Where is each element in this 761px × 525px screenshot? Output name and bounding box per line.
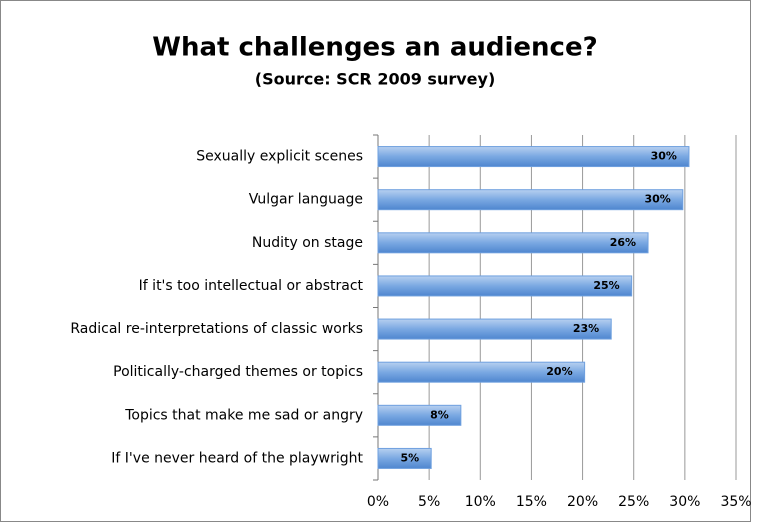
data-label: 20%: [546, 365, 572, 378]
y-tick-label: If I've never heard of the playwright: [111, 450, 363, 466]
bar: [377, 275, 633, 297]
x-tick-label: 10%: [465, 494, 496, 510]
data-label: 26%: [610, 236, 636, 249]
bar: [377, 146, 690, 168]
x-tick-label: 25%: [618, 494, 649, 510]
x-tick-label: 15%: [516, 494, 547, 510]
bar: [377, 318, 612, 340]
x-tick-label: 20%: [567, 494, 598, 510]
y-tick-label: Nudity on stage: [252, 235, 363, 251]
x-tick-label: 35%: [720, 494, 751, 510]
bar: [377, 404, 462, 426]
data-label: 25%: [593, 279, 619, 292]
x-tick-label: 0%: [367, 494, 389, 510]
bar: [377, 447, 432, 469]
data-label: 8%: [430, 408, 449, 421]
data-label: 23%: [573, 322, 599, 335]
data-label: 30%: [651, 150, 677, 163]
x-tick-label: 5%: [418, 494, 440, 510]
x-tick-label: 30%: [669, 494, 700, 510]
y-tick-label: Vulgar language: [249, 192, 363, 208]
y-tick-label: Topics that make me sad or angry: [124, 407, 363, 423]
y-tick-label: Politically-charged themes or topics: [113, 364, 363, 380]
y-tick-label: If it's too intellectual or abstract: [139, 278, 364, 294]
data-label: 30%: [644, 193, 670, 206]
chart-title: What challenges an audience?: [152, 33, 597, 63]
bar: [377, 361, 586, 383]
y-tick-label: Radical re-interpretations of classic wo…: [70, 321, 363, 337]
chart-subtitle: (Source: SCR 2009 survey): [255, 70, 496, 89]
bar: [377, 189, 684, 211]
y-tick-label: Sexually explicit scenes: [196, 149, 363, 165]
bar: [377, 232, 649, 254]
data-label: 5%: [401, 451, 420, 464]
